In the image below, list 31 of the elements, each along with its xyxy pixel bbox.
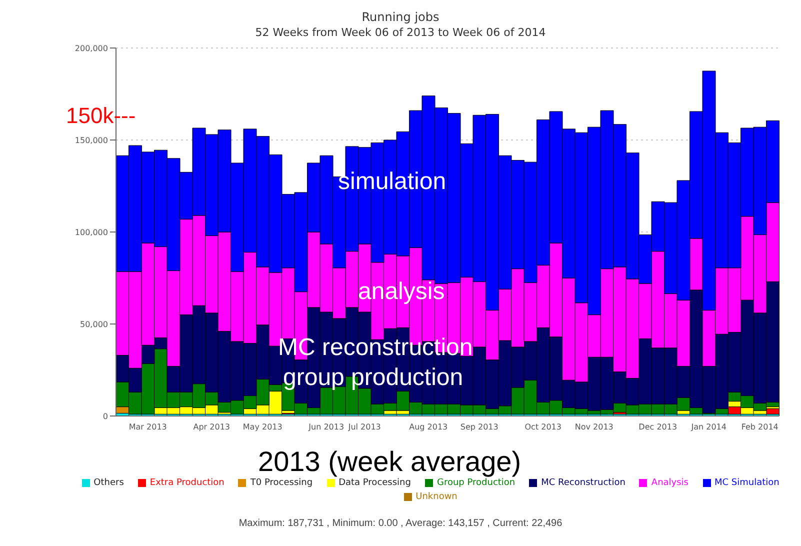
x-tick-label: Mar 2013 (128, 422, 167, 432)
x-tick-label: Feb 2014 (741, 422, 778, 432)
y-tick-label: 50,000 (80, 320, 108, 329)
legend-label: MC Reconstruction (541, 478, 626, 488)
x-tick-label: Nov 2013 (574, 422, 614, 432)
x-tick-label: Sep 2013 (460, 422, 498, 432)
legend-label: Analysis (651, 478, 688, 488)
x-tick-label: Jan 2014 (690, 422, 726, 432)
annotation: group production (283, 364, 464, 392)
text: 2013 (week average) (258, 446, 522, 478)
legend-label: T0 Processing (250, 478, 313, 488)
legend-label: Others (94, 478, 124, 488)
legend-label: Group Production (436, 478, 516, 488)
x-tick-label: Oct 2013 (524, 422, 562, 432)
x-tick-label: Jun 2013 (308, 422, 344, 432)
legend-label: Extra Production (150, 478, 224, 488)
y-tick-label: 150,000 (74, 136, 108, 145)
y-tick-label: 100,000 (74, 228, 108, 237)
text: Maximum: 187,731 , Minimum: 0.00 , Average: 143,157 , Current: 22,496 (238, 518, 564, 529)
chart-title: Running jobs (360, 10, 440, 24)
chart-subtitle: 52 Weeks from Week 06 of 2013 to Week 06 of 2014 (254, 26, 547, 39)
x-tick-label: May 2013 (242, 422, 282, 432)
x-tick-label: Apr 2013 (193, 422, 230, 432)
x-tick-label: Aug 2013 (409, 422, 448, 432)
x-tick-label: Jul 2013 (347, 422, 381, 432)
x-tick-label: Dec 2013 (638, 422, 678, 432)
legend-label: Data Processing (338, 478, 411, 488)
y-tick-label: 200,000 (74, 44, 108, 53)
y-tick-label: 0 (102, 412, 108, 421)
text: MC Simulation (714, 478, 780, 488)
legend-label: Unknown (416, 492, 458, 502)
